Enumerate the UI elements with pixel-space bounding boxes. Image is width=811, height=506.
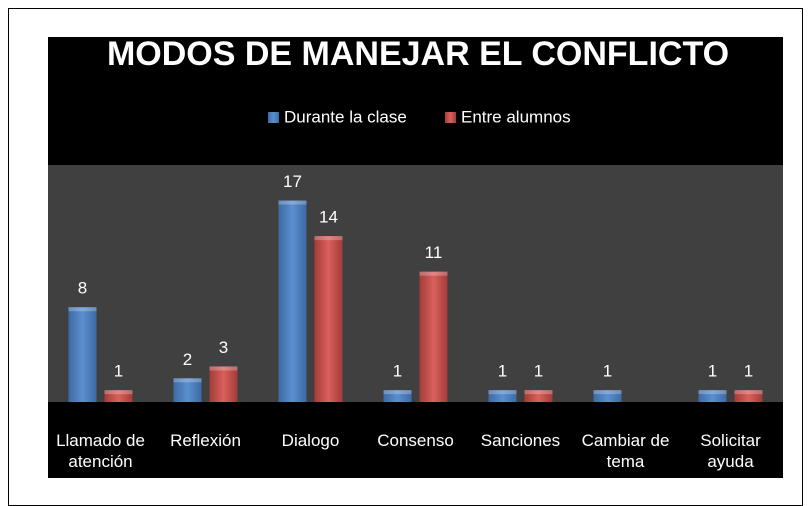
bar (383, 390, 412, 402)
bar-highlight (419, 271, 448, 276)
data-label: 17 (283, 172, 302, 191)
bar (698, 390, 727, 402)
data-label: 1 (498, 362, 507, 381)
bar (593, 390, 622, 402)
bar (524, 390, 553, 402)
bar (419, 271, 448, 402)
x-tick-label: Cambiar de tema (581, 431, 670, 471)
bar-highlight (524, 390, 553, 395)
legend-swatch (268, 112, 279, 123)
data-label: 1 (744, 362, 753, 381)
bar-highlight (68, 307, 97, 312)
legend-swatch (445, 112, 456, 123)
bar-highlight (593, 390, 622, 395)
bar-highlight (314, 236, 343, 241)
bar-highlight (104, 390, 133, 395)
bar (734, 390, 763, 402)
data-label: 2 (183, 350, 192, 369)
legend-label: Entre alumnos (461, 107, 571, 126)
bar-highlight (173, 378, 202, 383)
bar (68, 307, 97, 402)
x-tick-label: Sanciones (480, 431, 561, 450)
bar (488, 390, 517, 402)
x-tick-label: Consenso (377, 431, 454, 450)
bar-highlight (698, 390, 727, 395)
data-label: 1 (114, 362, 123, 381)
data-label: 8 (78, 279, 87, 298)
bar (173, 378, 202, 402)
x-tick-label: Solicitar ayuda (700, 431, 761, 471)
x-tick-label: Llamado de atención (56, 431, 145, 471)
x-tick-label: Dialogo (281, 431, 340, 450)
legend-label: Durante la clase (284, 107, 407, 126)
data-label: 3 (219, 338, 228, 357)
bar-highlight (734, 390, 763, 395)
bar (104, 390, 133, 402)
bar (209, 366, 238, 402)
bar (314, 236, 343, 402)
x-tick-label: Reflexión (170, 431, 241, 450)
bar-highlight (488, 390, 517, 395)
data-label: 1 (708, 362, 717, 381)
bar-highlight (209, 366, 238, 371)
data-label: 1 (534, 362, 543, 381)
data-label: 1 (393, 362, 402, 381)
plot-area (48, 165, 783, 402)
data-label: 11 (425, 243, 443, 262)
chart-title: MODOS DE MANEJAR EL CONFLICTO (107, 35, 729, 73)
bar-highlight (383, 390, 412, 395)
data-label: 1 (603, 362, 612, 381)
bar-highlight (278, 200, 307, 205)
bar (278, 200, 307, 402)
data-label: 14 (319, 208, 338, 227)
